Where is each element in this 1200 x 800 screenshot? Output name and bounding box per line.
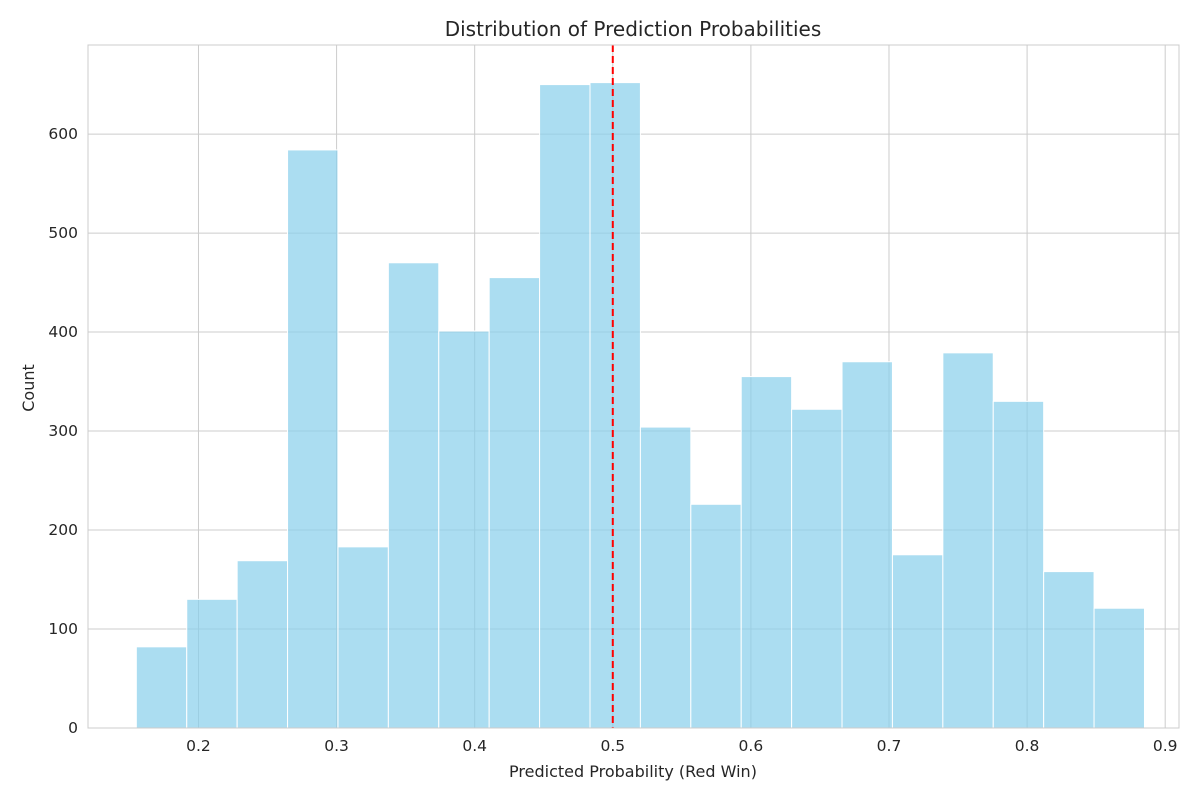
histogram-bar xyxy=(135,646,188,729)
y-tick-label: 600 xyxy=(48,125,78,143)
x-tick-label: 0.7 xyxy=(877,737,902,755)
y-tick-labels: 0 100 200 300 400 500 600 xyxy=(48,125,78,737)
histogram-bar xyxy=(1043,571,1095,729)
y-tick-label: 300 xyxy=(48,422,78,440)
x-tick-labels: 0.2 0.3 0.4 0.5 0.6 0.7 0.8 0.9 xyxy=(186,737,1177,755)
y-tick-label: 100 xyxy=(48,620,78,638)
plot-frame xyxy=(87,44,1180,729)
y-tick-label: 400 xyxy=(48,323,78,341)
x-tick-label: 0.8 xyxy=(1015,737,1040,755)
x-tick-label: 0.4 xyxy=(462,737,487,755)
histogram-bar xyxy=(841,361,893,729)
histogram-bar xyxy=(690,503,742,729)
histogram-bar xyxy=(387,262,440,729)
histogram-bar xyxy=(992,400,1045,729)
histogram-bar xyxy=(186,598,238,729)
histogram-bar xyxy=(287,149,339,729)
x-tick-label: 0.5 xyxy=(600,737,625,755)
histogram-bar xyxy=(337,546,389,729)
histogram-bar xyxy=(891,554,944,729)
x-tick-label: 0.6 xyxy=(739,737,764,755)
histogram-bar xyxy=(639,426,692,729)
histogram-bar xyxy=(438,330,490,729)
x-tick-label: 0.2 xyxy=(186,737,211,755)
x-tick-label: 0.9 xyxy=(1153,737,1178,755)
x-axis-label: Predicted Probability (Red Win) xyxy=(509,762,757,781)
histogram-bar xyxy=(488,277,541,729)
y-tick-label: 0 xyxy=(68,719,78,737)
y-axis-label: Count xyxy=(19,364,38,412)
x-tick-label: 0.3 xyxy=(324,737,349,755)
histogram-bar xyxy=(740,376,793,729)
histogram-bar xyxy=(589,82,641,729)
y-tick-label: 500 xyxy=(48,224,78,242)
histogram-bar xyxy=(236,560,289,729)
y-tick-label: 200 xyxy=(48,521,78,539)
histogram-bar xyxy=(539,84,591,729)
histogram-bar xyxy=(791,408,843,729)
chart-title: Distribution of Prediction Probabilities xyxy=(445,17,822,41)
histogram-bar xyxy=(1093,607,1145,729)
histogram-bars xyxy=(135,82,1145,729)
histogram-bar xyxy=(942,352,994,729)
